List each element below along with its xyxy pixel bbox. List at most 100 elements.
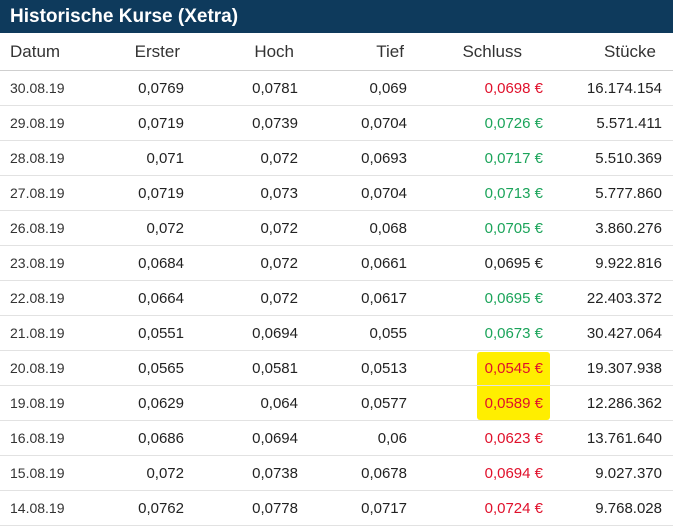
cell-schluss: 0,0589 € [410,385,544,421]
cell-tief: 0,0661 [298,245,410,281]
column-header-tief[interactable]: Tief [298,33,410,71]
cell-schluss: 0,0673 € [410,315,544,351]
table-row: 30.08.19 0,0769 0,0781 0,069 0,0698 €16.174.… [0,70,673,106]
cell-tief: 0,0693 [298,140,410,176]
table-row: 19.08.19 0,0629 0,064 0,0577 0,0589 €12.286.… [0,385,673,421]
cell-erster: 0,0769 [104,70,184,106]
cell-stuecke: 13.761.640 [544,420,673,456]
closing-price-value: 0,0695 € [484,254,543,272]
cell-stuecke: 16.174.154 [544,70,673,106]
cell-schluss: 0,0705 € [410,210,544,246]
cell-tief: 0,06 [298,420,410,456]
column-header-erster[interactable]: Erster [104,33,184,71]
cell-schluss: 0,0695 € [410,280,544,316]
cell-datum: 21.08.19 [0,315,104,351]
cell-hoch: 0,0694 [184,315,298,351]
cell-hoch: 0,072 [184,280,298,316]
cell-hoch: 0,0581 [184,350,298,386]
cell-datum: 19.08.19 [0,385,104,421]
cell-datum: 15.08.19 [0,455,104,491]
closing-price-value: 0,0726 € [484,114,543,132]
cell-erster: 0,072 [104,455,184,491]
cell-hoch: 0,0778 [184,490,298,526]
cell-stuecke: 3.860.276 [544,210,673,246]
table-row: 29.08.19 0,0719 0,0739 0,0704 0,0726 €5.571.… [0,105,673,141]
cell-erster: 0,0762 [104,490,184,526]
closing-price-value: 0,0623 € [484,429,543,447]
closing-price-value: 0,0589 € [484,394,543,412]
cell-schluss: 0,0724 € [410,490,544,526]
closing-price-value: 0,0705 € [484,219,543,237]
cell-stuecke: 5.777.860 [544,175,673,211]
cell-stuecke: 9.922.816 [544,245,673,281]
closing-price-value: 0,0695 € [484,289,543,307]
table-body: 30.08.19 0,0769 0,0781 0,069 0,0698 €16.174.… [0,70,673,526]
cell-datum: 29.08.19 [0,105,104,141]
cell-schluss: 0,0623 € [410,420,544,456]
table-row: 23.08.19 0,0684 0,072 0,0661 0,0695 €9.922.8… [0,245,673,281]
cell-datum: 30.08.19 [0,70,104,106]
cell-datum: 26.08.19 [0,210,104,246]
cell-datum: 27.08.19 [0,175,104,211]
cell-stuecke: 19.307.938 [544,350,673,386]
closing-price-value: 0,0713 € [484,184,543,202]
cell-erster: 0,0719 [104,175,184,211]
cell-hoch: 0,0738 [184,455,298,491]
cell-hoch: 0,073 [184,175,298,211]
cell-erster: 0,0664 [104,280,184,316]
cell-erster: 0,0565 [104,350,184,386]
cell-schluss: 0,0545 € [410,350,544,386]
closing-price-value: 0,0694 € [484,464,543,482]
column-header-stuecke[interactable]: Stücke [544,33,673,71]
cell-stuecke: 9.027.370 [544,455,673,491]
cell-schluss: 0,0698 € [410,70,544,106]
cell-stuecke: 22.403.372 [544,280,673,316]
price-table: Datum Erster Hoch Tief Schluss Stücke 30… [0,33,673,526]
cell-stuecke: 12.286.362 [544,385,673,421]
table-header-row: Datum Erster Hoch Tief Schluss Stücke [0,33,673,71]
cell-tief: 0,0678 [298,455,410,491]
cell-schluss: 0,0695 € [410,245,544,281]
cell-tief: 0,0577 [298,385,410,421]
cell-datum: 28.08.19 [0,140,104,176]
cell-tief: 0,055 [298,315,410,351]
column-header-schluss[interactable]: Schluss [410,33,544,71]
cell-hoch: 0,072 [184,245,298,281]
cell-stuecke: 5.571.411 [544,105,673,141]
cell-hoch: 0,0739 [184,105,298,141]
table-row: 20.08.19 0,0565 0,0581 0,0513 0,0545 €19.307… [0,350,673,386]
cell-erster: 0,0629 [104,385,184,421]
cell-erster: 0,0719 [104,105,184,141]
closing-price-value: 0,0724 € [484,499,543,517]
cell-tief: 0,069 [298,70,410,106]
closing-price-value: 0,0545 € [484,359,543,377]
cell-tief: 0,0717 [298,490,410,526]
cell-hoch: 0,072 [184,140,298,176]
cell-schluss: 0,0713 € [410,175,544,211]
table-row: 22.08.19 0,0664 0,072 0,0617 0,0695 €22.403.… [0,280,673,316]
cell-erster: 0,0684 [104,245,184,281]
column-header-hoch[interactable]: Hoch [184,33,298,71]
cell-hoch: 0,0781 [184,70,298,106]
cell-erster: 0,072 [104,210,184,246]
closing-price-value: 0,0717 € [484,149,543,167]
cell-erster: 0,0551 [104,315,184,351]
cell-hoch: 0,0694 [184,420,298,456]
cell-datum: 23.08.19 [0,245,104,281]
cell-erster: 0,071 [104,140,184,176]
cell-tief: 0,0704 [298,175,410,211]
cell-tief: 0,0617 [298,280,410,316]
cell-erster: 0,0686 [104,420,184,456]
cell-schluss: 0,0726 € [410,105,544,141]
cell-schluss: 0,0717 € [410,140,544,176]
cell-datum: 16.08.19 [0,420,104,456]
table-row: 28.08.19 0,071 0,072 0,0693 0,0717 €5.510.36… [0,140,673,176]
column-header-datum[interactable]: Datum [0,33,104,71]
cell-hoch: 0,064 [184,385,298,421]
table-row: 21.08.19 0,0551 0,0694 0,055 0,0673 €30.427.… [0,315,673,351]
cell-tief: 0,068 [298,210,410,246]
cell-schluss: 0,0694 € [410,455,544,491]
cell-tief: 0,0513 [298,350,410,386]
table-row: 16.08.19 0,0686 0,0694 0,06 0,0623 €13.761.6… [0,420,673,456]
cell-tief: 0,0704 [298,105,410,141]
